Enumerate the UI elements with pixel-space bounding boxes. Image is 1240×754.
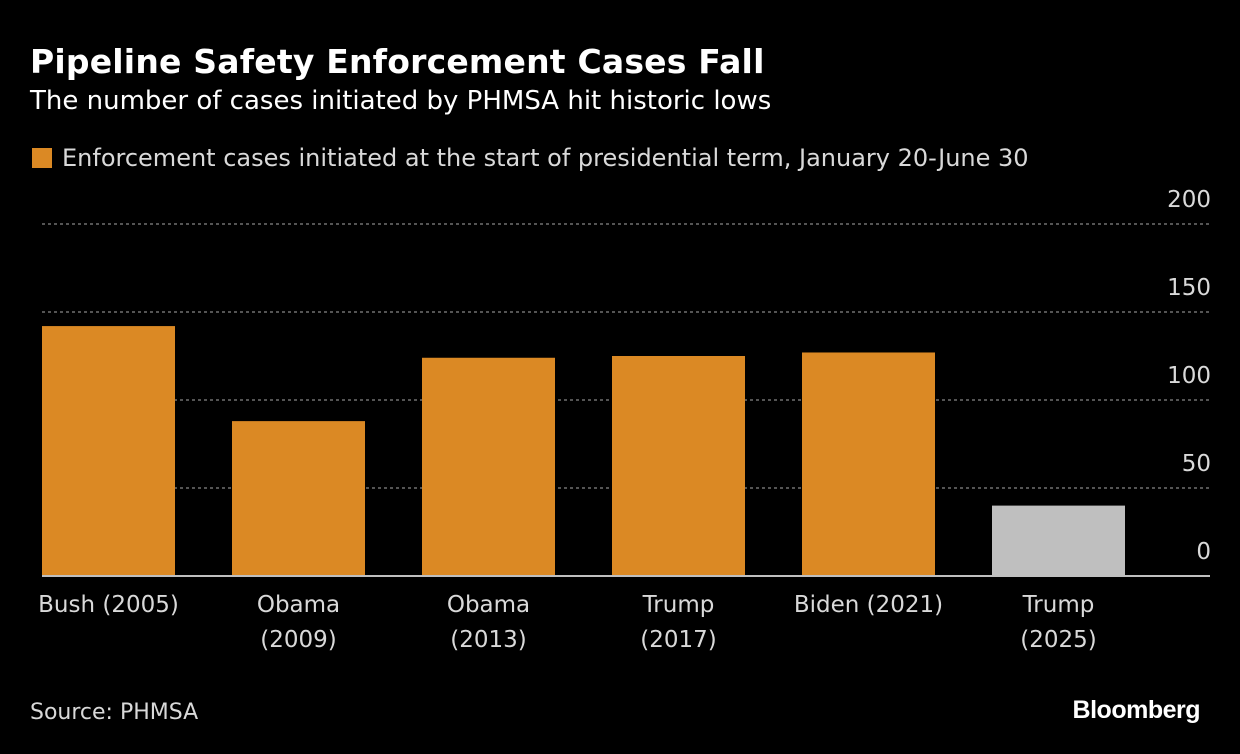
x-tick-label: (2017) [640,627,716,653]
x-tick-label: (2025) [1020,627,1096,653]
x-tick-label: Biden (2021) [794,592,943,618]
x-tick-label: Obama [257,592,340,618]
x-tick-label: (2009) [260,627,336,653]
x-tick-label: Trump [1022,592,1095,618]
bar [802,352,935,576]
y-tick-label: 200 [1167,187,1211,213]
source-note: Source: PHMSA [30,700,199,725]
x-tick-label: Bush (2005) [38,592,179,618]
bar [42,326,175,576]
bar [422,357,555,576]
y-tick-label: 150 [1167,275,1211,301]
legend: Enforcement cases initiated at the start… [32,144,1029,172]
bar [232,421,365,576]
x-tick-label: Trump [642,592,715,618]
bar [992,505,1125,576]
y-tick-label: 0 [1196,539,1211,565]
x-tick-label: Obama [447,592,530,618]
bar [612,356,745,576]
legend-label: Enforcement cases initiated at the start… [62,144,1029,172]
chart-subtitle: The number of cases initiated by PHMSA h… [30,86,772,116]
bloomberg-logo: Bloomberg [1072,696,1201,724]
legend-swatch [32,148,52,168]
y-tick-label: 50 [1182,451,1211,477]
y-tick-label: 100 [1167,363,1211,389]
x-tick-label: (2013) [450,627,526,653]
chart-title: Pipeline Safety Enforcement Cases Fall [30,42,765,81]
